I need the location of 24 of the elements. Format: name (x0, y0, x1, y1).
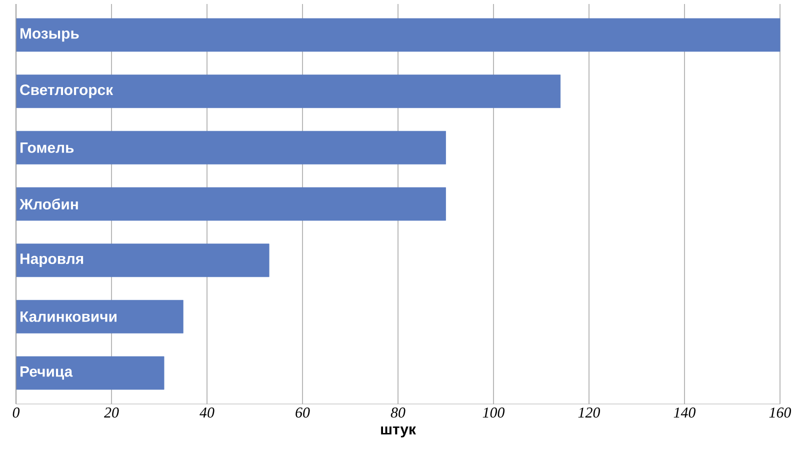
x-tick-label: 60 (296, 408, 310, 418)
bar (16, 187, 446, 221)
x-tick-label: 20 (104, 408, 119, 418)
x-tick-label: 40 (200, 408, 214, 418)
bar (16, 18, 780, 52)
bar (16, 74, 561, 108)
y-tick-label: Наровля (20, 254, 84, 268)
x-tick-label: 100 (482, 408, 505, 418)
bar (16, 300, 184, 334)
bar (16, 356, 164, 390)
y-tick-label: Жлобин (19, 198, 78, 210)
y-tick-label: Калинковичи (20, 311, 116, 322)
x-tick-label: 0 (12, 408, 20, 418)
x-tick-label: 140 (674, 408, 696, 418)
x-axis-title: штук (381, 426, 416, 438)
x-tick-label: 120 (578, 408, 600, 418)
bar (16, 244, 270, 278)
y-tick-label: Светлогорск (20, 84, 114, 98)
x-tick-label: 160 (769, 408, 792, 418)
x-tick-label: 80 (390, 408, 406, 418)
y-tick-label: Мозырь (20, 28, 79, 42)
y-tick-label: Речица (20, 366, 73, 380)
bar (16, 130, 446, 164)
y-tick-label: Гомель (20, 142, 74, 153)
